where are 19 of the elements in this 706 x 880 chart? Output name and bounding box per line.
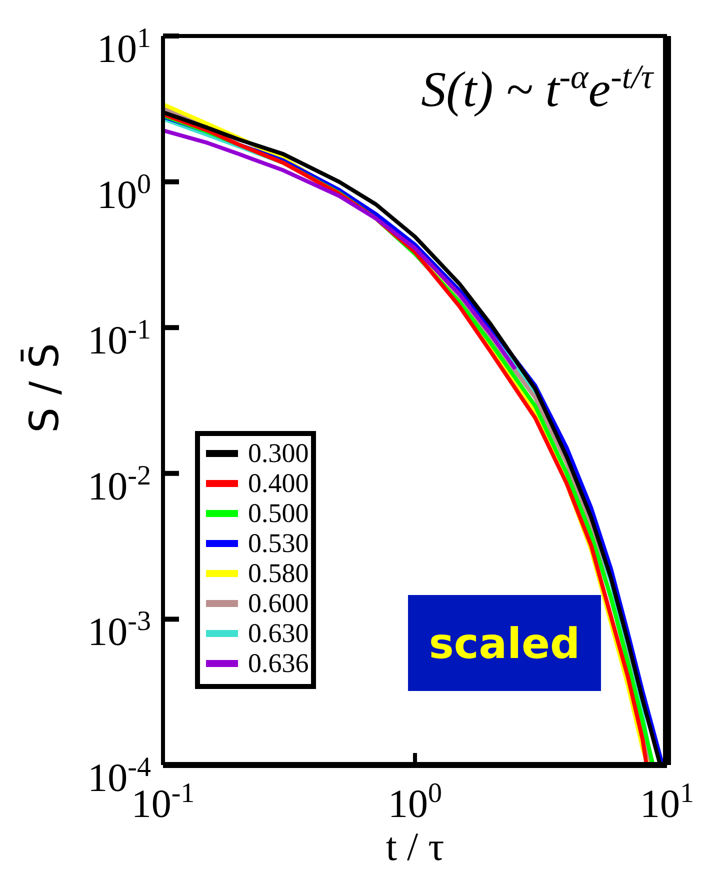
legend-label: 0.300 (248, 438, 309, 468)
y-axis-title: S / S̄ (20, 343, 68, 433)
legend-label: 0.636 (248, 648, 309, 678)
y-tick-label: 10$^{0}$ (97, 168, 151, 217)
legend-label: 0.630 (248, 618, 309, 648)
annotation: scaled (408, 595, 601, 691)
legend-label: 0.600 (248, 588, 309, 618)
legend-label: 0.580 (248, 558, 309, 588)
y-tick-label: 10$^{-3}$ (88, 606, 151, 654)
x-axis-title: t / τ (386, 824, 444, 869)
x-tick-label: 10$^{1}$ (640, 778, 694, 826)
y-tick-label: 10$^{1}$ (97, 22, 151, 71)
annotation: S(t) ~ t$^{-α}$e$^{-t/τ}$ (421, 58, 655, 117)
y-tick-label: 10$^{-1}$ (88, 314, 151, 363)
y-tick-label: 10$^{-2}$ (88, 460, 151, 508)
legend-label: 0.400 (248, 468, 309, 498)
x-tick-label: 10$^{0}$ (388, 778, 442, 826)
legend-label: 0.500 (248, 498, 309, 528)
legend-label: 0.530 (248, 528, 309, 558)
